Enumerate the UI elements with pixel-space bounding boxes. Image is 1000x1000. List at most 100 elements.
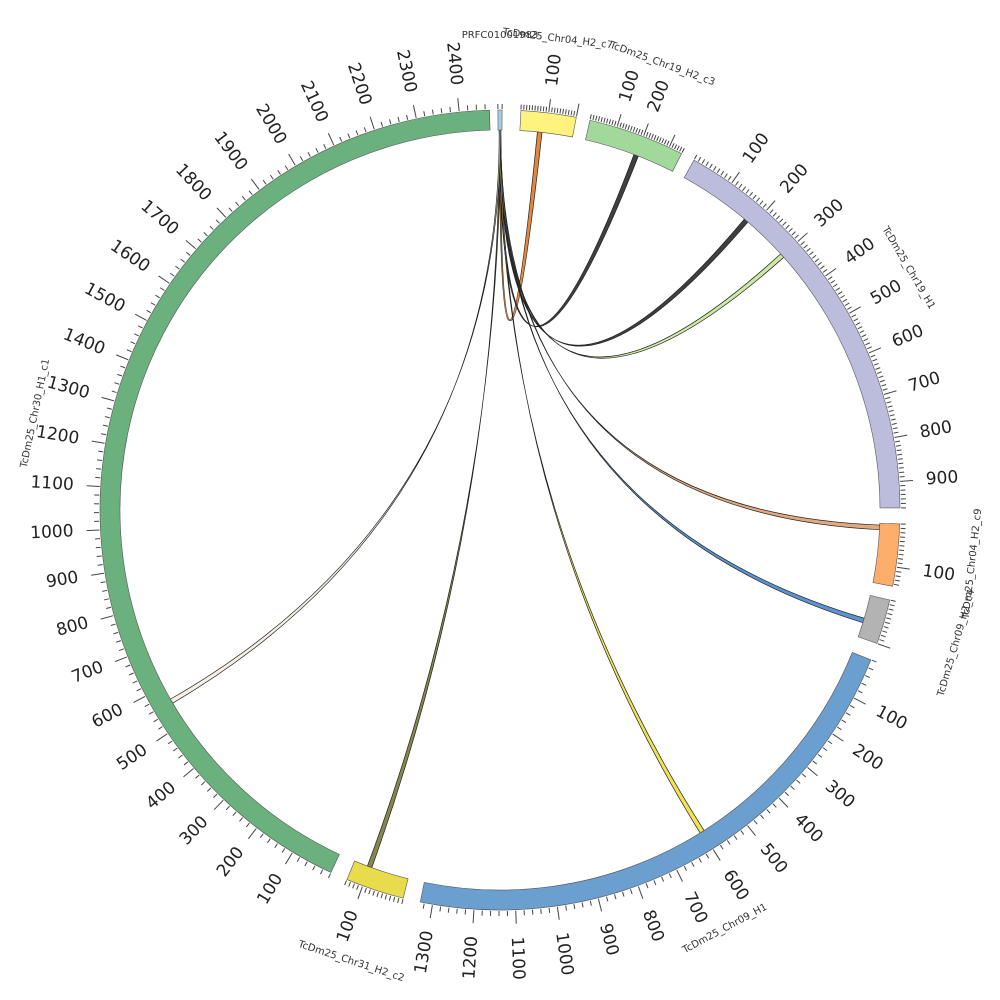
tick-seg-chr19-c3 <box>663 139 667 145</box>
tick-seg-chr19-c3 <box>637 128 641 134</box>
ideogram-layer <box>99 109 901 911</box>
tick-seg-chr31-c2 <box>357 886 363 900</box>
tick-seg-chr30-c1 <box>117 373 123 377</box>
tick-seg-chr19-c3 <box>595 115 598 121</box>
tick-seg-chr19-h1 <box>779 218 784 223</box>
tick-seg-chr30-c1 <box>120 365 126 369</box>
tick-seg-chr19-h1 <box>782 221 787 226</box>
tick-seg-chr19-h1 <box>893 431 899 434</box>
tick-seg-chr30-c1 <box>146 309 152 314</box>
tick-seg-chr09-c4 <box>879 639 885 642</box>
tick-seg-chr19-h1 <box>775 215 781 220</box>
tick-seg-chr19-c3 <box>635 127 638 133</box>
tick-seg-chr30-c1 <box>130 341 136 345</box>
tick-label-seg-chr30-c1: 600 <box>89 700 127 733</box>
tick-seg-chr04-c7 <box>548 99 551 113</box>
tick-label-seg-chr30-c1: 2200 <box>343 60 376 107</box>
ideogram-seg-chr04-c7 <box>519 110 577 138</box>
tick-seg-chr19-h1 <box>766 200 776 211</box>
tick-seg-chr09-h1 <box>747 825 756 837</box>
tick-label-seg-chr30-c1: 2000 <box>251 101 290 148</box>
tick-seg-chr30-c1 <box>132 680 138 684</box>
tick-seg-chr19-c3 <box>679 146 683 152</box>
tick-seg-chr09-h1 <box>784 791 789 797</box>
tick-seg-chr30-c1 <box>269 174 274 180</box>
tick-seg-chr04-c9 <box>897 562 903 565</box>
tick-seg-chr19-c3 <box>653 134 657 140</box>
tick-label-seg-chr19-c3: 100 <box>615 68 644 105</box>
tick-seg-chr19-c3 <box>661 138 665 144</box>
ideogram-seg-chr09-h1 <box>419 651 872 911</box>
tick-seg-chr19-h1 <box>840 294 845 299</box>
tick-seg-chr30-c1 <box>106 407 112 410</box>
tick-seg-chr30-c1 <box>91 572 105 576</box>
tick-seg-chr19-h1 <box>745 189 750 194</box>
tick-seg-chr04-c9 <box>898 553 904 556</box>
tick-label-seg-chr30-c1: 2100 <box>296 78 332 126</box>
tick-seg-chr30-c1 <box>216 207 227 218</box>
tick-seg-chr09-c4 <box>884 621 890 625</box>
ideogram-seg-chr30-c1 <box>99 109 491 873</box>
tick-seg-chr19-h1 <box>892 427 898 430</box>
tick-seg-chr31-c2 <box>348 881 351 887</box>
tick-label-seg-chr30-c1: 900 <box>45 567 80 592</box>
tick-seg-chr19-h1 <box>842 298 848 303</box>
tick-label-seg-chr30-c1: 1400 <box>60 325 108 360</box>
tick-seg-chr19-h1 <box>806 247 811 252</box>
tick-seg-chr09-h1 <box>540 908 542 914</box>
tick-seg-chr19-h1 <box>735 181 739 186</box>
tick-seg-chr31-c2 <box>372 890 375 896</box>
tick-seg-chr30-c1 <box>86 485 100 487</box>
tick-seg-chr31-c2 <box>356 884 359 891</box>
tick-seg-chr30-c1 <box>185 251 191 256</box>
tick-seg-chr30-c1 <box>200 781 206 786</box>
segment-label-seg-prfc: PRFC01001983 <box>462 30 539 41</box>
tick-seg-chr19-h1 <box>851 314 857 318</box>
tick-seg-chr19-h1 <box>797 232 808 242</box>
tick-seg-chr30-c1 <box>183 768 194 778</box>
tick-label-seg-chr09-h1: 800 <box>638 907 668 944</box>
tick-seg-chr30-c1 <box>153 718 159 723</box>
tick-seg-chr19-h1 <box>716 168 721 174</box>
tick-seg-chr09-h1 <box>581 902 584 908</box>
tick-seg-chr30-c1 <box>126 349 132 353</box>
tick-seg-chr09-h1 <box>772 803 777 808</box>
tick-seg-chr30-c1 <box>327 133 335 146</box>
tick-seg-chr19-c3 <box>676 145 680 151</box>
tick-seg-chr30-c1 <box>274 843 278 849</box>
tick-label-seg-chr30-c1: 1000 <box>30 521 74 543</box>
tick-seg-chr30-c1 <box>431 109 434 115</box>
tick-seg-chr30-c1 <box>304 861 308 867</box>
tick-seg-chr19-h1 <box>894 434 908 438</box>
tick-seg-chr09-h1 <box>556 906 560 920</box>
tick-label-seg-chr30-c1: 1700 <box>137 196 183 239</box>
tick-seg-chr19-h1 <box>825 267 837 277</box>
tick-seg-chr19-c3 <box>671 143 675 148</box>
tick-seg-chr19-c3 <box>589 114 592 120</box>
tick-seg-chr19-h1 <box>772 212 777 217</box>
tick-seg-chr09-h1 <box>871 659 877 663</box>
tick-seg-chr09-h1 <box>760 814 765 820</box>
tick-seg-chr19-c3 <box>645 131 649 137</box>
tick-seg-chr31-c2 <box>344 880 348 886</box>
tick-seg-chr09-h1 <box>827 740 833 745</box>
tick-seg-chr19-h1 <box>899 479 913 482</box>
ideogram-seg-chr19-h1 <box>683 159 901 509</box>
tick-seg-chr19-c3 <box>674 144 678 150</box>
tick-seg-chr19-h1 <box>896 449 902 452</box>
tick-seg-chr30-c1 <box>363 127 367 133</box>
tick-seg-chr09-h1 <box>719 844 724 850</box>
tick-seg-chr19-h1 <box>705 161 709 167</box>
tick-label-seg-chr09-h1: 600 <box>719 866 753 904</box>
tick-seg-chr19-h1 <box>830 279 836 284</box>
tick-seg-chr19-c3 <box>624 124 628 130</box>
tick-seg-chr30-c1 <box>113 631 119 635</box>
tick-seg-chr19-h1 <box>742 186 746 191</box>
tick-seg-chr30-c1 <box>267 838 271 844</box>
tick-seg-chr04-c7 <box>565 109 567 115</box>
tick-label-seg-chr09-h1: 1100 <box>507 936 529 980</box>
tick-seg-chr19-c3 <box>597 116 601 122</box>
ideogram-seg-chr04-c9 <box>872 522 901 587</box>
tick-seg-chr30-c1 <box>412 105 417 118</box>
tick-seg-chr30-c1 <box>102 589 108 592</box>
